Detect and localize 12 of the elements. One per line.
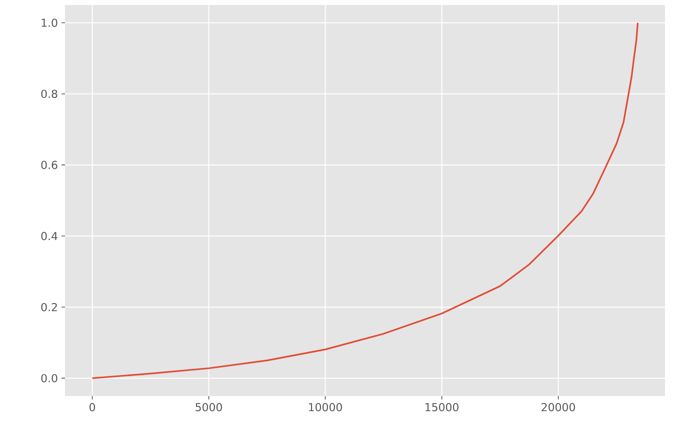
x-tick-label: 10000 (309, 403, 342, 412)
y-tick-label: 1.0 (42, 18, 58, 27)
y-tick-label: 0.2 (41, 302, 57, 312)
x-tick-label: 20000 (542, 403, 575, 412)
y-tick-label: 0.8 (41, 90, 58, 98)
y-tick-label: 0.0 (41, 374, 58, 382)
x-tick-label: 0 (90, 403, 96, 412)
y-tick-label: 0.6 (41, 160, 58, 170)
x-tick-label: 5000 (196, 403, 222, 412)
x-tick-label: 15000 (426, 403, 458, 412)
line-series (91, 22, 639, 380)
y-tick-label: 0.4 (41, 232, 58, 240)
